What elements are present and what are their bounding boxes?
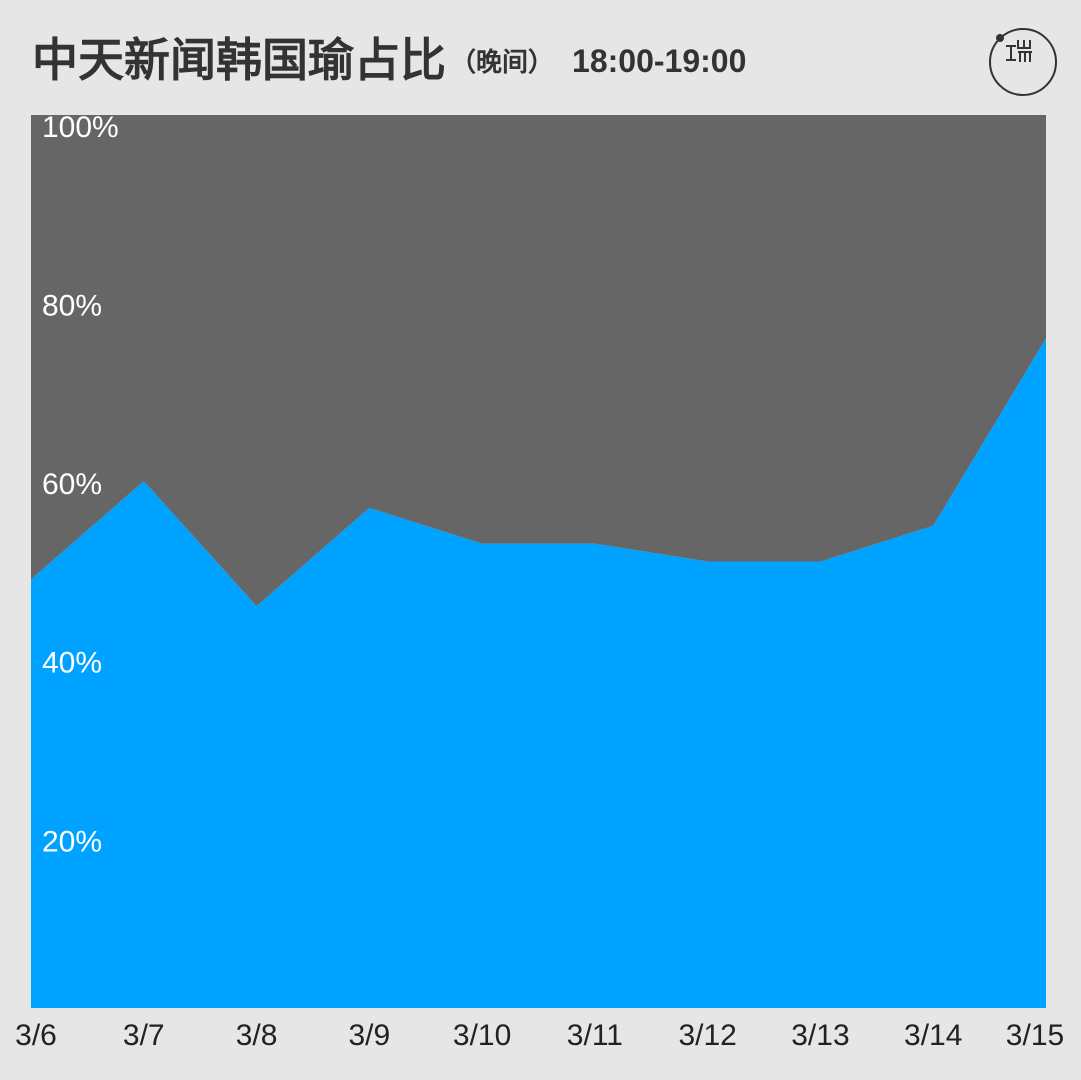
y-tick-label: 100%: [42, 111, 119, 144]
y-tick-label: 80%: [42, 290, 102, 323]
x-tick-label: 3/13: [791, 1019, 849, 1052]
plot-area: [31, 115, 1046, 1008]
y-tick-label: 40%: [42, 647, 102, 680]
subtitle: （晚间）: [450, 47, 554, 77]
x-tick-label: 3/10: [453, 1019, 511, 1052]
time-range: 18:00-19:00: [572, 43, 746, 79]
logo-glyph: [1006, 40, 1032, 62]
x-tick-label: 3/14: [904, 1019, 962, 1052]
x-tick-label: 3/9: [348, 1019, 390, 1052]
area: [31, 338, 1046, 1008]
x-tick-label: 3/12: [678, 1019, 736, 1052]
logo-circle: [989, 28, 1057, 96]
area: [31, 115, 1046, 607]
y-tick-label: 20%: [42, 825, 102, 858]
logo-dot: [996, 34, 1004, 42]
logo: [989, 28, 1057, 96]
x-tick-label: 3/8: [236, 1019, 278, 1052]
y-tick-label: 60%: [42, 468, 102, 501]
x-tick-label: 3/7: [123, 1019, 165, 1052]
chart-title: 中天新闻韩国瑜占比 （晚间） 18:00-19:00: [32, 34, 746, 86]
x-tick-label: 3/6: [15, 1019, 57, 1052]
x-tick-label: 3/11: [567, 1019, 623, 1052]
title: 中天新闻韩国瑜占比: [32, 34, 446, 86]
x-tick-label: 3/15: [1006, 1019, 1064, 1052]
